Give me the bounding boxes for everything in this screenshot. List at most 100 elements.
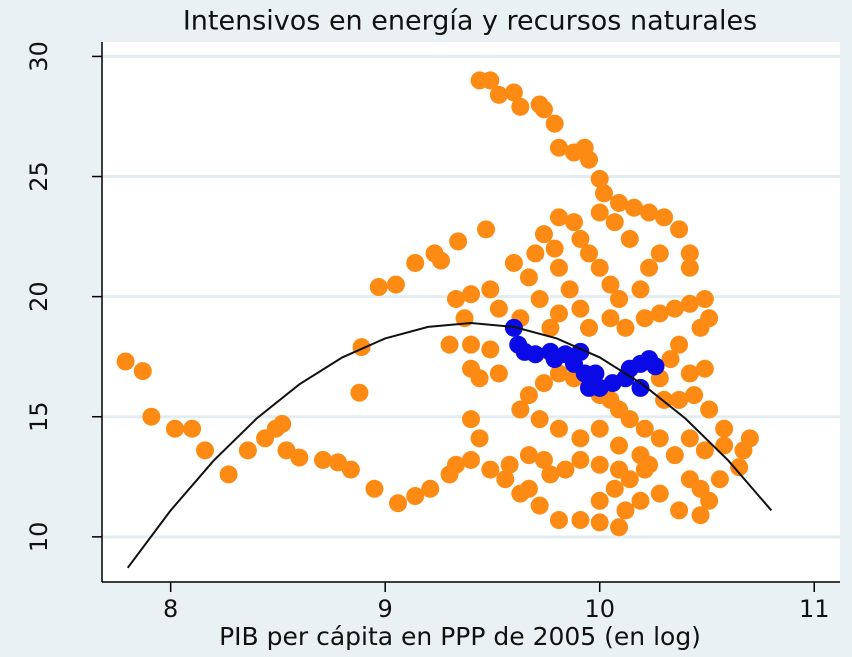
point	[386, 275, 405, 294]
point	[219, 465, 238, 484]
point	[462, 335, 480, 354]
point	[631, 491, 650, 510]
point	[650, 484, 669, 503]
point	[489, 364, 508, 383]
point	[489, 85, 508, 104]
point	[477, 220, 496, 239]
point	[579, 244, 598, 263]
point	[462, 285, 480, 304]
point	[635, 419, 654, 438]
point	[610, 193, 629, 212]
point	[519, 386, 538, 405]
point	[534, 450, 553, 469]
point	[620, 229, 639, 248]
point	[579, 318, 598, 337]
y-tick-label: 15	[25, 401, 53, 432]
point	[650, 429, 669, 448]
point	[556, 460, 575, 479]
point	[650, 304, 669, 323]
point	[586, 364, 605, 383]
point	[610, 460, 629, 479]
point	[590, 203, 609, 222]
point	[481, 340, 500, 359]
point	[183, 419, 202, 438]
point	[549, 208, 568, 227]
point	[640, 258, 659, 277]
point	[440, 335, 459, 354]
point	[470, 429, 489, 448]
point	[238, 441, 257, 460]
point	[665, 299, 684, 318]
point	[579, 150, 598, 169]
point	[631, 280, 650, 299]
point	[489, 299, 508, 318]
point	[605, 213, 624, 232]
point	[610, 518, 629, 537]
point	[655, 208, 674, 227]
point	[534, 374, 553, 393]
point	[313, 450, 332, 469]
point	[462, 450, 480, 469]
point	[446, 290, 465, 309]
point	[549, 364, 568, 383]
point	[665, 446, 684, 465]
point	[571, 229, 590, 248]
point	[526, 345, 545, 364]
point	[695, 359, 714, 378]
point	[133, 362, 152, 381]
point	[549, 511, 568, 530]
point	[530, 496, 549, 515]
point	[691, 318, 710, 337]
point	[470, 369, 489, 388]
point	[631, 378, 650, 397]
point	[691, 506, 710, 525]
point	[446, 455, 465, 474]
point	[273, 414, 292, 433]
point	[530, 290, 549, 309]
point	[462, 410, 480, 429]
point	[590, 419, 609, 438]
point	[511, 97, 530, 116]
point	[605, 479, 624, 498]
point	[142, 407, 161, 426]
point	[511, 484, 530, 503]
fit-line	[126, 322, 773, 569]
point	[341, 460, 360, 479]
point	[590, 455, 609, 474]
point	[560, 280, 579, 299]
point	[571, 511, 590, 530]
point	[431, 251, 450, 270]
point	[534, 225, 553, 244]
point	[496, 470, 515, 489]
point	[670, 390, 689, 409]
point	[680, 429, 699, 448]
y-tick-label: 20	[25, 281, 53, 312]
point	[530, 410, 549, 429]
point	[165, 419, 184, 438]
marks	[116, 71, 773, 569]
point	[590, 258, 609, 277]
point	[481, 280, 500, 299]
point	[571, 429, 590, 448]
point	[730, 458, 749, 477]
point	[740, 429, 759, 448]
point	[116, 352, 135, 371]
point	[601, 275, 620, 294]
point	[695, 290, 714, 309]
point	[504, 83, 523, 102]
point	[691, 479, 710, 498]
point	[511, 400, 530, 419]
point	[519, 268, 538, 287]
point	[350, 383, 369, 402]
x-tick-label: 9	[378, 595, 393, 623]
point	[545, 114, 564, 133]
point	[610, 436, 629, 455]
point	[715, 419, 734, 438]
point	[549, 419, 568, 438]
point	[670, 220, 689, 239]
point	[661, 350, 680, 369]
point	[680, 258, 699, 277]
point	[610, 290, 629, 309]
x-tick-label: 11	[799, 595, 830, 623]
